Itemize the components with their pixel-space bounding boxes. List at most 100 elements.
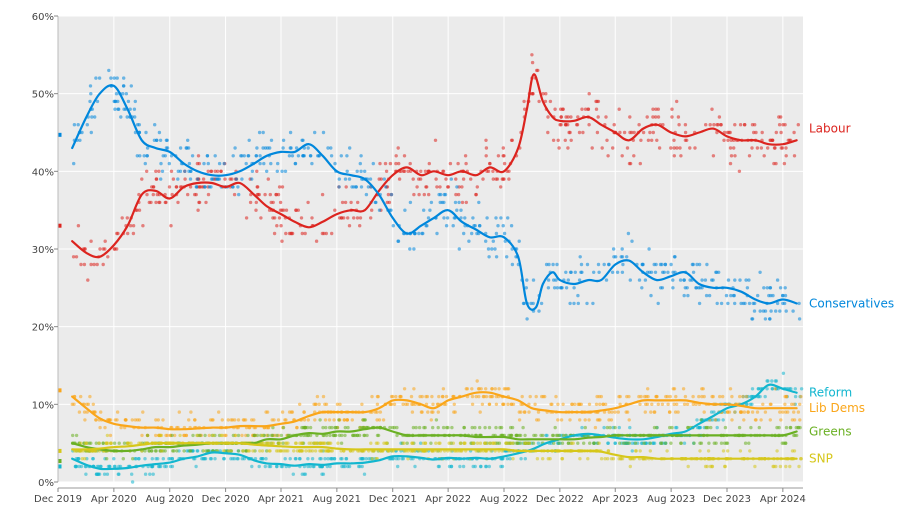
poll-dot xyxy=(750,146,754,150)
poll-dot xyxy=(293,457,298,461)
poll-dot xyxy=(561,433,566,438)
poll-dot xyxy=(290,410,295,414)
poll-dot xyxy=(637,394,641,399)
poll-dot xyxy=(213,457,217,461)
poll-dot xyxy=(781,301,785,306)
poll-dot xyxy=(560,286,564,290)
poll-dot xyxy=(105,457,109,461)
poll-dot xyxy=(653,410,657,414)
poll-dot xyxy=(470,402,475,406)
poll-dot xyxy=(604,278,609,282)
poll-dot xyxy=(208,457,213,461)
poll-dot xyxy=(405,402,410,406)
poll-dot xyxy=(271,200,275,205)
poll-dot xyxy=(85,410,89,414)
poll-dot xyxy=(558,123,562,127)
poll-dot xyxy=(763,410,768,414)
poll-dot xyxy=(257,192,261,197)
poll-dot xyxy=(594,402,599,406)
poll-dot xyxy=(207,433,211,438)
poll-dot xyxy=(744,278,748,282)
poll-dot xyxy=(412,231,417,236)
poll-dot xyxy=(611,247,616,251)
poll-dot xyxy=(388,425,392,430)
poll-dot xyxy=(780,410,785,414)
poll-dot xyxy=(312,402,316,406)
poll-dot xyxy=(423,169,428,173)
poll-dot xyxy=(767,293,771,298)
poll-dot xyxy=(276,161,280,166)
poll-dot xyxy=(370,457,374,461)
poll-dot xyxy=(509,224,514,228)
poll-dot xyxy=(779,418,783,422)
poll-dot xyxy=(470,231,474,236)
poll-dot xyxy=(318,457,322,461)
poll-dot xyxy=(626,231,631,236)
poll-dot xyxy=(327,418,332,422)
poll-dot xyxy=(153,123,157,127)
poll-dot xyxy=(206,192,211,197)
poll-dot xyxy=(672,154,676,158)
poll-dot xyxy=(337,185,341,189)
poll-dot xyxy=(283,169,288,173)
poll-dot xyxy=(602,262,606,267)
poll-dot xyxy=(464,200,468,205)
poll-dot xyxy=(297,457,302,461)
poll-dot xyxy=(330,449,334,453)
poll-dot xyxy=(721,449,726,453)
poll-dot xyxy=(508,441,512,445)
poll-dot xyxy=(675,402,679,406)
poll-dot xyxy=(313,418,317,422)
x-tick-label: Apr 2024 xyxy=(760,494,806,505)
poll-dot xyxy=(651,130,655,135)
poll-dot xyxy=(120,216,124,220)
poll-dot xyxy=(232,192,237,197)
poll-dot xyxy=(176,169,180,173)
poll-dot xyxy=(308,433,313,438)
poll-dot xyxy=(276,418,281,422)
poll-dot xyxy=(688,146,692,150)
poll-dot xyxy=(784,425,789,430)
poll-dot xyxy=(264,457,268,461)
poll-dot xyxy=(130,472,134,476)
poll-dot xyxy=(470,425,474,430)
poll-dot xyxy=(591,301,595,306)
poll-dot xyxy=(790,449,795,453)
poll-dot xyxy=(260,441,264,445)
poll-dot xyxy=(712,410,716,414)
poll-dot xyxy=(452,402,456,406)
poll-dot xyxy=(314,239,319,243)
poll-dot xyxy=(90,115,94,119)
poll-dot xyxy=(313,130,317,135)
poll-dot xyxy=(476,387,481,391)
poll-dot xyxy=(185,449,189,453)
poll-dot xyxy=(582,441,586,445)
poll-dot xyxy=(310,457,315,461)
poll-dot xyxy=(196,177,200,181)
poll-dot xyxy=(423,441,428,445)
poll-dot xyxy=(651,115,655,119)
poll-dot xyxy=(579,262,584,267)
poll-dot xyxy=(280,410,285,414)
poll-dot xyxy=(402,154,407,158)
poll-dot xyxy=(339,441,344,445)
poll-dot xyxy=(691,262,695,267)
poll-dot xyxy=(438,441,442,445)
poll-dot xyxy=(187,161,192,166)
poll-dot xyxy=(494,231,499,236)
poll-dot xyxy=(533,402,537,406)
poll-dot xyxy=(143,457,147,461)
poll-dot xyxy=(240,154,244,158)
poll-dot xyxy=(762,154,766,158)
poll-dot xyxy=(742,410,747,414)
poll-dot xyxy=(205,154,210,158)
poll-dot xyxy=(502,154,506,158)
poll-dot xyxy=(494,402,499,406)
poll-dot xyxy=(79,441,83,445)
poll-dot xyxy=(729,293,733,298)
poll-dot xyxy=(137,123,141,127)
poll-dot xyxy=(183,177,187,181)
poll-dot xyxy=(454,177,458,181)
poll-dot xyxy=(535,68,539,73)
poll-dot xyxy=(790,402,794,406)
